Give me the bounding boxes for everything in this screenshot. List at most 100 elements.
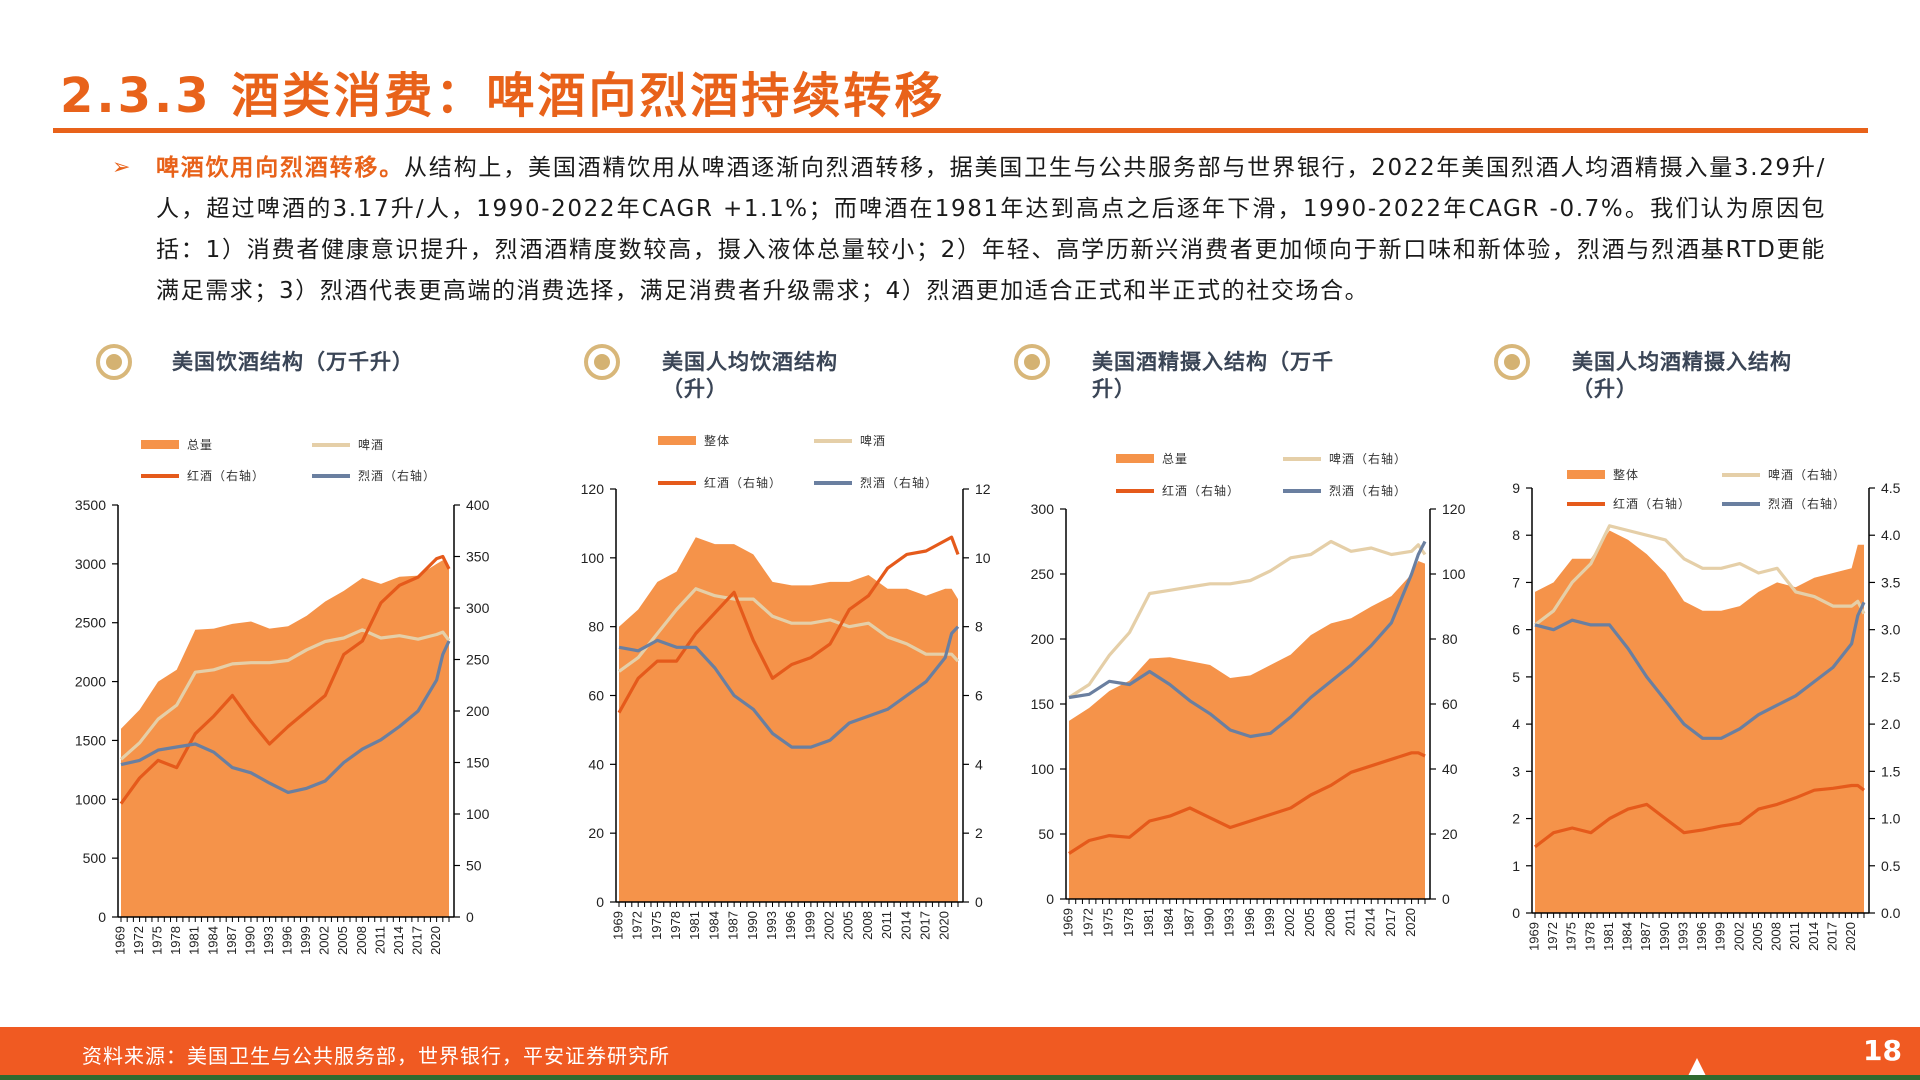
chart-1: 0 500 1000 1500 2000 2500 3000 3500 0 50 100 150 200… [75,497,490,955]
legend-item: 啤酒 [814,432,886,449]
series-line-2 [119,554,451,805]
x-tick-label: 1975 [1564,922,1579,951]
right-tick-label: 10 [975,550,991,566]
left-tick-label: 1000 [75,791,106,807]
x-tick-label: 1993 [1675,922,1690,951]
right-tick-label: 80 [1442,631,1458,647]
x-tick-label: 2020 [428,926,443,955]
right-tick-label: 20 [1442,826,1458,842]
x-tick-label: 1993 [261,926,276,955]
x-tick-label: 1978 [668,911,683,940]
x-tick-label: 1999 [298,926,313,955]
series-area-0 [121,560,449,917]
x-tick-label: 1975 [150,926,165,955]
legend-item: 烈酒（右轴） [1283,482,1407,499]
left-tick-label: 0 [98,909,106,925]
x-tick-label: 1990 [745,911,760,940]
series-area-0 [1069,561,1425,899]
series-line-3 [120,640,451,795]
series-line-3 [1534,601,1866,740]
x-tick-label: 1996 [783,911,798,940]
x-tick-label: 2014 [1806,922,1821,951]
right-tick-label: 0.5 [1881,858,1901,874]
x-tick-label: 1975 [1101,908,1116,937]
x-tick-label: 2017 [1824,922,1839,951]
left-tick-label: 20 [588,825,604,841]
left-tick-label: 120 [581,481,605,497]
x-tick-label: 1984 [205,926,220,955]
left-tick-label: 80 [588,619,604,635]
legend-swatch [1722,472,1760,477]
legend-item: 整体 [1567,466,1639,483]
right-tick-label: 120 [1442,501,1466,517]
x-tick-label: 2017 [917,911,932,940]
chart-title-2: 美国人均饮酒结构（升） [662,350,838,401]
chart-2: 0 20 40 60 80 100 120 0 2 4 6 8 10 12 1969 1972 1975 1978… [581,481,991,940]
left-tick-label: 1 [1512,858,1520,874]
x-tick-label: 2008 [1322,908,1337,937]
right-tick-label: 200 [466,703,490,719]
x-tick-label: 2008 [354,926,369,955]
x-tick-label: 1999 [802,911,817,940]
right-tick-label: 8 [975,619,983,635]
page-number: 18 [1863,1034,1902,1067]
series-line-2 [1534,783,1865,849]
x-tick-label: 2014 [391,926,406,955]
chart-title-3: 美国酒精摄入结构（万千升） [1092,350,1334,401]
x-tick-label: 2008 [1769,922,1784,951]
legend-label: 红酒（右轴） [187,469,266,483]
left-tick-label: 500 [83,850,107,866]
x-tick-label: 1990 [1657,922,1672,951]
arrow-right-icon: ➢ [112,155,131,180]
legend-swatch [1283,456,1321,461]
legend-swatch [658,480,696,485]
series-line-1 [119,628,451,761]
left-tick-label: 5 [1512,669,1520,685]
x-tick-label: 1984 [706,911,721,940]
legend-item: 红酒（右轴） [1116,482,1240,499]
left-tick-label: 0 [1512,905,1520,921]
x-tick-label: 1972 [1081,908,1096,937]
legend-label: 啤酒（右轴） [1329,452,1408,466]
right-tick-label: 2 [975,825,983,841]
legend-item: 总量 [141,436,213,453]
x-tick-label: 1972 [630,911,645,940]
x-tick-label: 2005 [841,911,856,940]
series-area-0 [619,537,958,902]
x-tick-label: 1975 [649,911,664,940]
legend-item: 烈酒（右轴） [1722,495,1846,512]
x-tick-label: 2002 [1731,922,1746,951]
legend-item: 总量 [1116,450,1188,467]
x-tick-label: 1987 [726,911,741,940]
right-tick-label: 300 [466,600,490,616]
legend-item: 烈酒（右轴） [814,474,938,491]
legend-item: 啤酒（右轴） [1722,466,1846,483]
legend-label: 烈酒（右轴） [358,469,437,483]
series-line-3 [618,625,960,749]
right-tick-label: 40 [1442,761,1458,777]
x-tick-label: 2005 [335,926,350,955]
right-tick-label: 0 [466,909,474,925]
legend-label: 烈酒（右轴） [860,476,939,490]
chart-4: 0 1 2 3 4 5 6 7 8 9 0.0 0.5 1.0 1.5 2.0 2.5 3.0 3.5 4.0 4.5… [1512,480,1900,951]
x-tick-label: 1987 [1638,922,1653,951]
x-tick-label: 2020 [1403,908,1418,937]
right-tick-label: 0.0 [1881,905,1901,921]
legend-item: 红酒（右轴） [1567,495,1691,512]
x-tick-label: 1981 [1601,922,1616,951]
legend-swatch [658,436,696,445]
legend-swatch [814,438,852,443]
left-tick-label: 300 [1031,501,1055,517]
series-line-1 [1534,524,1866,627]
target-bullet-icon [1494,344,1530,380]
left-tick-label: 100 [581,550,605,566]
x-tick-label: 1981 [687,911,702,940]
x-tick-label: 1990 [1201,908,1216,937]
left-tick-label: 3 [1512,763,1520,779]
legend-label: 总量 [1162,452,1189,466]
right-tick-label: 4 [975,756,983,772]
x-tick-label: 1969 [112,926,127,955]
legend-swatch [1567,470,1605,479]
series-area-0 [1535,530,1864,913]
x-tick-label: 1978 [1121,908,1136,937]
